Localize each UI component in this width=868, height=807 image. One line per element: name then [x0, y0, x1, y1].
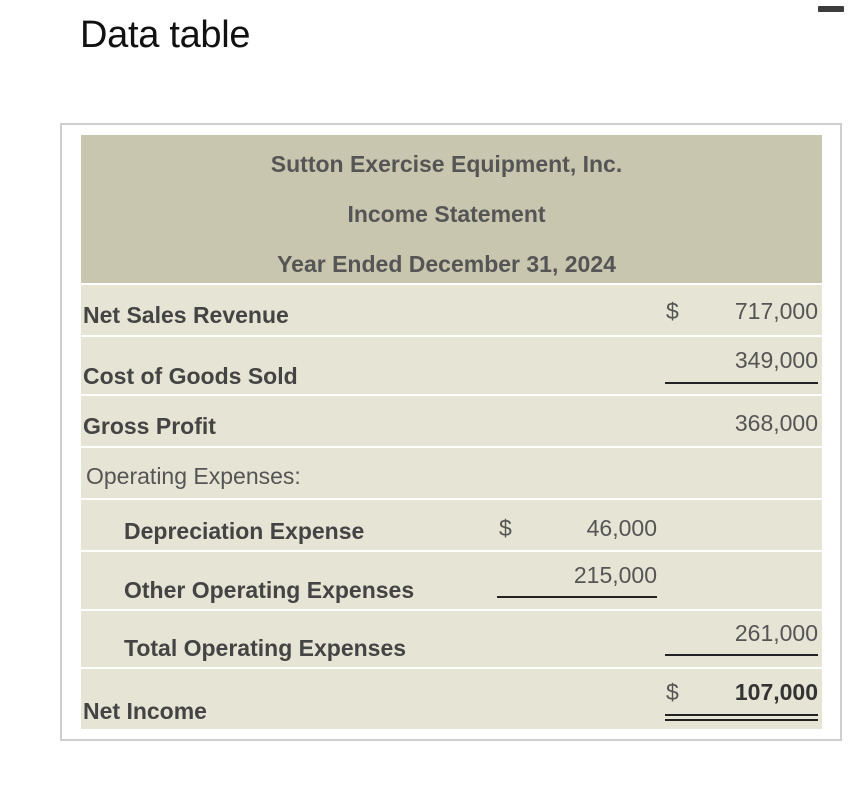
income-statement-table: Sutton Exercise Equipment, Inc. Income S…: [81, 135, 822, 729]
table-row: Other Operating Expenses 215,000: [81, 550, 822, 609]
table-frame: [60, 123, 842, 741]
double-underline-top: [665, 714, 818, 716]
table-row: Cost of Goods Sold 349,000: [81, 335, 822, 394]
table-row: Net Income $ 107,000: [81, 667, 822, 729]
table-row: Operating Expenses:: [81, 446, 822, 498]
net-income-value: 107,000: [734, 679, 818, 705]
cogs-label: Cost of Goods Sold: [83, 363, 298, 389]
depreciation-label: Depreciation Expense: [124, 518, 365, 544]
net-income-label: Net Income: [83, 698, 207, 724]
gross-profit-value: 368,000: [734, 410, 818, 436]
depreciation-value: 46,000: [586, 515, 657, 541]
currency-symbol: $: [499, 515, 512, 541]
statement-name: Income Statement: [347, 201, 546, 227]
underline: [665, 654, 818, 656]
minimize-button[interactable]: [818, 6, 844, 12]
table-row: Total Operating Expenses 261,000: [81, 609, 822, 667]
other-opex-label: Other Operating Expenses: [124, 577, 415, 603]
net-sales-value: 717,000: [734, 298, 818, 324]
gross-profit-label: Gross Profit: [83, 413, 216, 439]
underline: [665, 382, 818, 384]
other-opex-value: 215,000: [573, 562, 657, 588]
total-opex-value: 261,000: [734, 620, 818, 646]
company-name: Sutton Exercise Equipment, Inc.: [270, 151, 623, 177]
total-opex-label: Total Operating Expenses: [124, 635, 407, 661]
table-row: Gross Profit 368,000: [81, 394, 822, 446]
double-underline-bottom: [665, 719, 818, 721]
opex-heading: Operating Expenses:: [86, 463, 301, 489]
underline: [497, 596, 657, 598]
statement-period: Year Ended December 31, 2024: [277, 251, 616, 277]
cogs-value: 349,000: [734, 347, 818, 373]
page-title: Data table: [80, 14, 251, 56]
net-sales-label: Net Sales Revenue: [83, 302, 289, 328]
table-row: Net Sales Revenue $ 717,000: [81, 283, 822, 335]
table-row: Depreciation Expense $ 46,000: [81, 498, 822, 550]
currency-symbol: $: [666, 298, 679, 324]
statement-header: Sutton Exercise Equipment, Inc. Income S…: [81, 135, 822, 283]
currency-symbol: $: [666, 679, 679, 705]
